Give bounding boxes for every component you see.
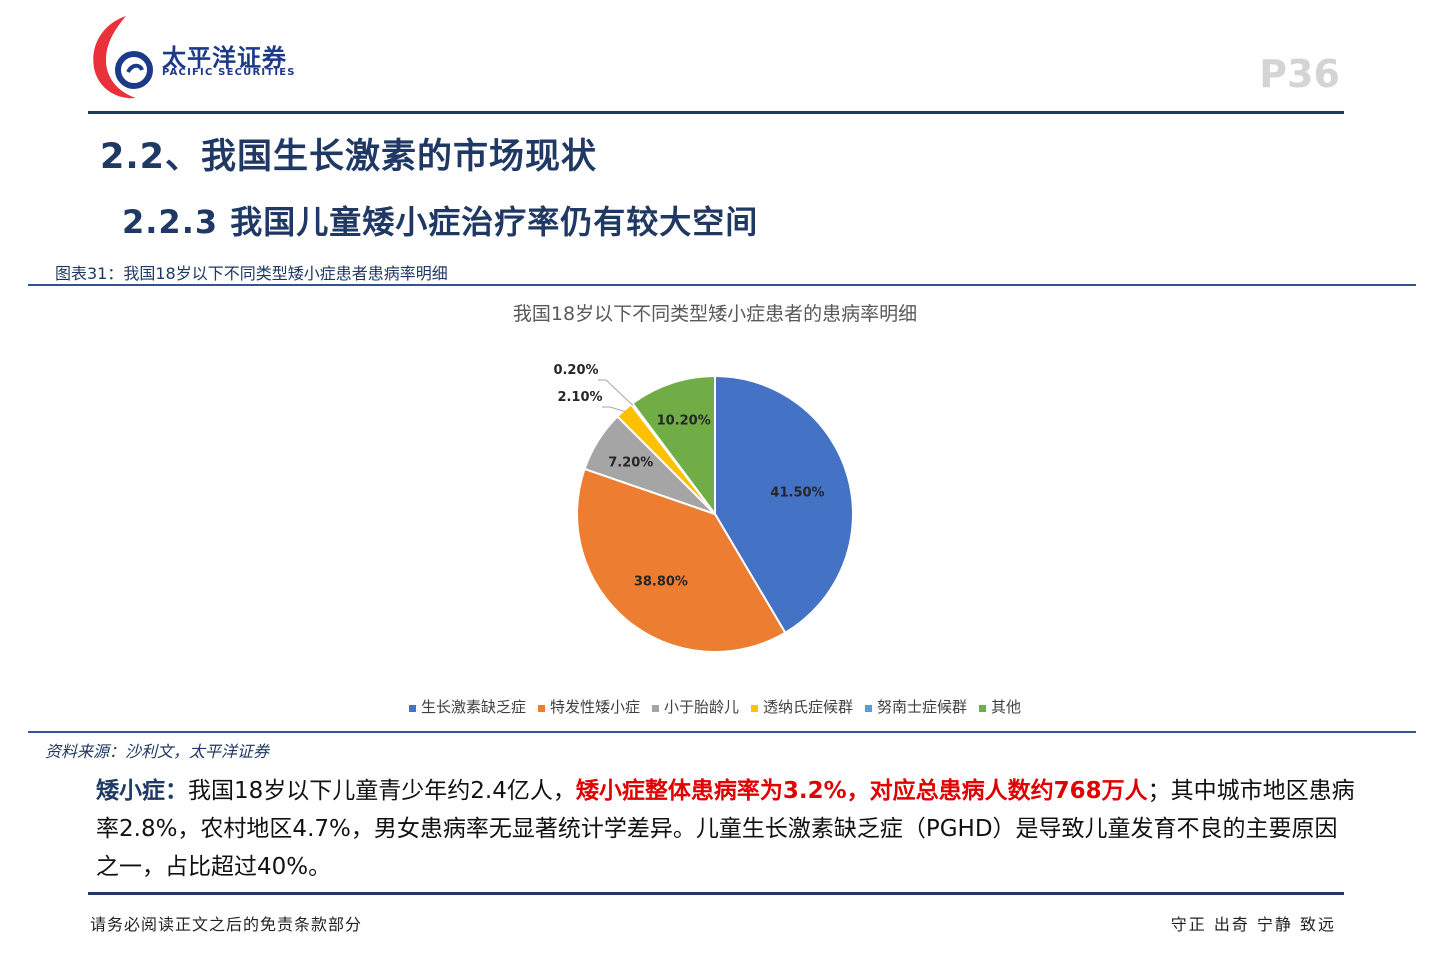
legend-swatch [751, 705, 758, 712]
pie-slice-6 [631, 374, 716, 518]
pacific-securities-logo-icon [93, 16, 153, 99]
legend-item-3: 小于胎龄儿 [652, 698, 739, 716]
leader-line-5 [598, 379, 634, 406]
data-label-5: 0.20% [553, 363, 598, 378]
footer-divider [88, 892, 1344, 895]
page-number: P36 [1259, 52, 1340, 96]
legend-label: 小于胎龄儿 [664, 698, 739, 716]
legend-label: 透纳氏症候群 [763, 698, 853, 716]
pie-slice-2 [576, 467, 787, 653]
legend-swatch [409, 705, 416, 712]
legend-item-2: 特发性矮小症 [538, 698, 640, 716]
leader-line-4 [602, 406, 626, 413]
data-label-4: 2.10% [557, 390, 602, 405]
body-text-2: ；其中城市地区患病率2.8%，农村地区4.7%，男女患病率无显著统计学差异。儿童… [96, 778, 1355, 880]
chart-title: 我国18岁以下不同类型矮小症患者的患病率明细 [513, 303, 917, 325]
legend-label: 其他 [991, 698, 1021, 716]
footer-disclaimer: 请务必阅读正文之后的免责条款部分 [90, 915, 363, 934]
legend-item-6: 其他 [979, 698, 1021, 716]
body-term: 矮小症： [96, 778, 188, 804]
body-paragraph: 矮小症：我国18岁以下儿童青少年约2.4亿人，矮小症整体患病率为3.2%，对应总… [96, 772, 1356, 886]
source-note: 资料来源：沙利文，太平洋证券 [45, 742, 270, 761]
subsection-title: 2.2.3 我国儿童矮小症治疗率仍有较大空间 [122, 203, 759, 241]
pie-slice-1 [714, 374, 854, 635]
legend-label: 特发性矮小症 [550, 698, 640, 716]
body-highlight: 矮小症整体患病率为3.2%，对应总患病人数约768万人 [575, 778, 1148, 804]
data-label-6: 10.20% [657, 414, 711, 429]
brand-name-cn: 太平洋证券 [162, 44, 287, 72]
pie-chart: 我国18岁以下不同类型矮小症患者的患病率明细 41.50% 38.80% 7.20%… [409, 303, 1021, 716]
header-divider [88, 111, 1344, 114]
legend-swatch [652, 705, 659, 712]
data-label-1: 41.50% [770, 485, 824, 500]
legend-swatch [979, 705, 986, 712]
brand-name-en: PACIFIC SECURITIES [162, 67, 296, 78]
body-text-1: 我国18岁以下儿童青少年约2.4亿人， [188, 778, 576, 804]
legend-item-5: 努南士症候群 [865, 698, 967, 716]
legend-swatch [538, 705, 545, 712]
caption-divider [28, 284, 1416, 286]
figure-caption: 图表31：我国18岁以下不同类型矮小症患者患病率明细 [55, 264, 448, 283]
footer-motto: 守正 出奇 宁静 致远 [1170, 915, 1336, 934]
legend-swatch [865, 705, 872, 712]
legend-item-4: 透纳氏症候群 [751, 698, 853, 716]
data-label-3: 7.20% [608, 455, 653, 470]
legend-item-1: 生长激素缺乏症 [409, 698, 526, 716]
section-title: 2.2、我国生长激素的市场现状 [100, 137, 598, 177]
legend-label: 努南士症候群 [877, 698, 967, 716]
data-label-2: 38.80% [634, 574, 688, 589]
source-divider [28, 731, 1416, 733]
legend-label: 生长激素缺乏症 [421, 698, 526, 716]
